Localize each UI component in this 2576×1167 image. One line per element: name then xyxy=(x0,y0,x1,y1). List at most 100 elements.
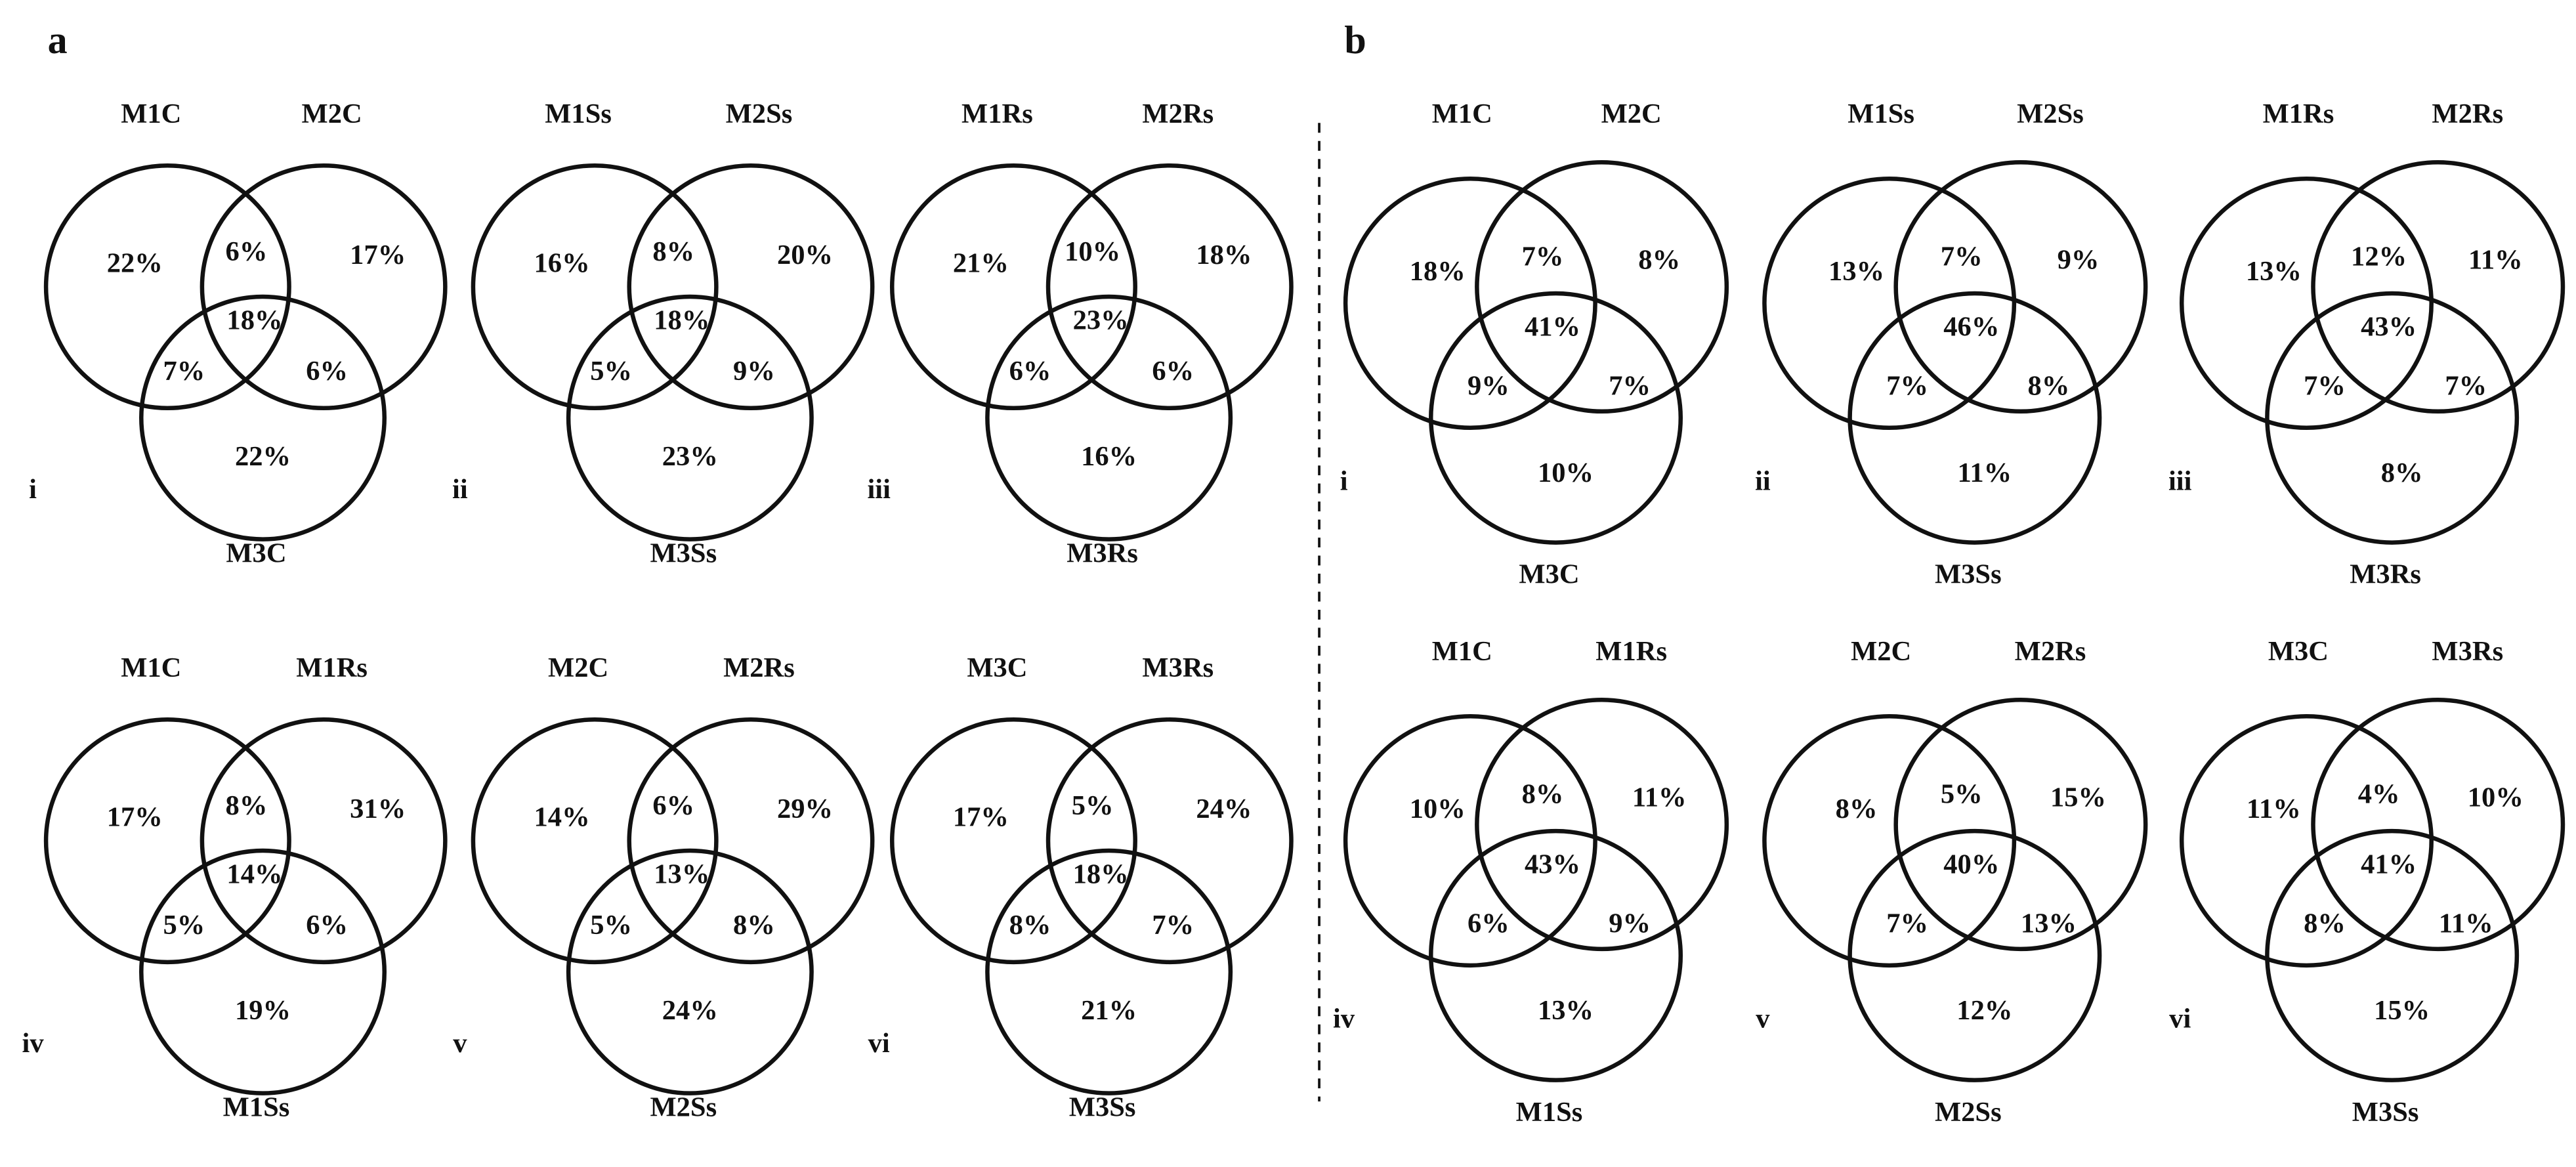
region-percent: 18% xyxy=(1073,859,1129,890)
region-percent: 40% xyxy=(1943,849,1999,880)
region-percent: 8% xyxy=(2028,371,2070,402)
region-percent: 10% xyxy=(1065,236,1120,267)
venn-circle xyxy=(1343,176,1597,431)
venn-circle xyxy=(1848,828,2102,1082)
set-label: M3Ss xyxy=(2352,1097,2419,1128)
set-label: M1C xyxy=(121,98,181,129)
region-percent: 7% xyxy=(1609,371,1651,402)
set-label: M1Rs xyxy=(2263,98,2334,129)
venn-circle xyxy=(889,717,1137,965)
venn-circle xyxy=(985,848,1233,1095)
venn-circle xyxy=(1848,291,2102,545)
region-percent: 9% xyxy=(1467,371,1510,402)
venn-circle xyxy=(1475,698,1729,952)
region-percent: 9% xyxy=(733,356,775,387)
set-label: M2C xyxy=(548,652,608,683)
region-percent: 7% xyxy=(1886,908,1928,939)
region-percent: 13% xyxy=(2246,256,2302,287)
venn-circle xyxy=(2265,828,2520,1082)
region-percent: 8% xyxy=(652,236,694,267)
region-percent: 13% xyxy=(1538,995,1594,1026)
region-percent: 7% xyxy=(163,356,205,387)
set-label: M1Rs xyxy=(1595,636,1667,667)
region-percent: 19% xyxy=(235,995,291,1026)
venn-circle xyxy=(139,848,387,1095)
region-percent: 22% xyxy=(235,441,291,472)
venn-circle xyxy=(1045,163,1294,411)
region-percent: 8% xyxy=(2304,908,2346,939)
region-percent: 18% xyxy=(654,305,709,336)
region-percent: 21% xyxy=(1081,995,1137,1026)
set-label: M2Rs xyxy=(1142,98,1214,129)
region-percent: 41% xyxy=(2361,849,2417,880)
region-percent: 24% xyxy=(1196,794,1252,824)
region-percent: 6% xyxy=(226,236,268,267)
venn-circle xyxy=(139,294,387,541)
region-percent: 11% xyxy=(2468,244,2523,275)
numeral: iv xyxy=(22,1028,45,1059)
region-percent: 14% xyxy=(534,801,590,832)
numeral: i xyxy=(1340,465,1348,496)
venn-circle xyxy=(566,294,814,541)
venn-circle xyxy=(2179,176,2434,431)
venn-circle xyxy=(985,294,1233,541)
venn-circle xyxy=(471,717,719,965)
venn-circle xyxy=(1475,159,1729,414)
region-percent: 13% xyxy=(2021,908,2077,939)
venn-circle xyxy=(627,717,875,965)
region-percent: 8% xyxy=(2381,457,2423,488)
region-percent: 11% xyxy=(2439,908,2493,939)
region-percent: 5% xyxy=(1941,778,1983,809)
region-percent: 6% xyxy=(1152,356,1194,387)
region-percent: 5% xyxy=(590,356,632,387)
region-percent: 6% xyxy=(306,356,348,387)
region-percent: 6% xyxy=(306,910,348,941)
region-percent: 18% xyxy=(1196,240,1252,270)
venn-circle xyxy=(1762,176,2017,431)
set-label: M1C xyxy=(1432,636,1492,667)
region-percent: 21% xyxy=(953,247,1009,278)
region-percent: 17% xyxy=(350,240,406,270)
venn-circle xyxy=(1045,717,1294,965)
set-label: M1Rs xyxy=(296,652,368,683)
set-label: M2Rs xyxy=(2432,98,2503,129)
venn-circle xyxy=(1343,714,1597,968)
region-percent: 8% xyxy=(1638,244,1680,275)
venn-circle xyxy=(1429,291,1683,545)
region-percent: 18% xyxy=(226,305,282,336)
panel-label: a xyxy=(48,18,68,62)
set-label: M2C xyxy=(1601,98,1662,129)
region-percent: 46% xyxy=(1943,312,1999,343)
region-percent: 20% xyxy=(777,240,833,270)
set-label: M3Rs xyxy=(1066,538,1138,568)
region-percent: 10% xyxy=(2468,782,2523,813)
set-label: M3Rs xyxy=(2432,636,2503,667)
region-percent: 6% xyxy=(652,790,694,821)
venn-circle xyxy=(43,163,291,411)
numeral: v xyxy=(453,1028,467,1059)
region-percent: 17% xyxy=(107,801,163,832)
venn-circle xyxy=(2265,291,2520,545)
region-percent: 7% xyxy=(1886,371,1928,402)
region-percent: 23% xyxy=(662,441,718,472)
set-label: M2Ss xyxy=(650,1092,717,1122)
region-percent: 23% xyxy=(1073,305,1129,336)
panel-label: b xyxy=(1344,18,1366,62)
venn-circle xyxy=(627,163,875,411)
set-label: M1C xyxy=(121,652,181,683)
region-percent: 13% xyxy=(654,859,709,890)
numeral: ii xyxy=(452,474,468,505)
set-label: M2Rs xyxy=(2015,636,2086,667)
region-percent: 17% xyxy=(953,801,1009,832)
numeral: ii xyxy=(1755,465,1771,496)
region-percent: 5% xyxy=(163,910,205,941)
region-percent: 24% xyxy=(662,995,718,1026)
region-percent: 10% xyxy=(1410,794,1466,824)
region-percent: 13% xyxy=(1828,256,1884,287)
region-percent: 11% xyxy=(1632,782,1687,813)
venn-circle xyxy=(1429,828,1683,1082)
region-percent: 8% xyxy=(1836,794,1878,824)
set-label: M1Ss xyxy=(1848,98,1914,129)
region-percent: 43% xyxy=(2361,312,2417,343)
